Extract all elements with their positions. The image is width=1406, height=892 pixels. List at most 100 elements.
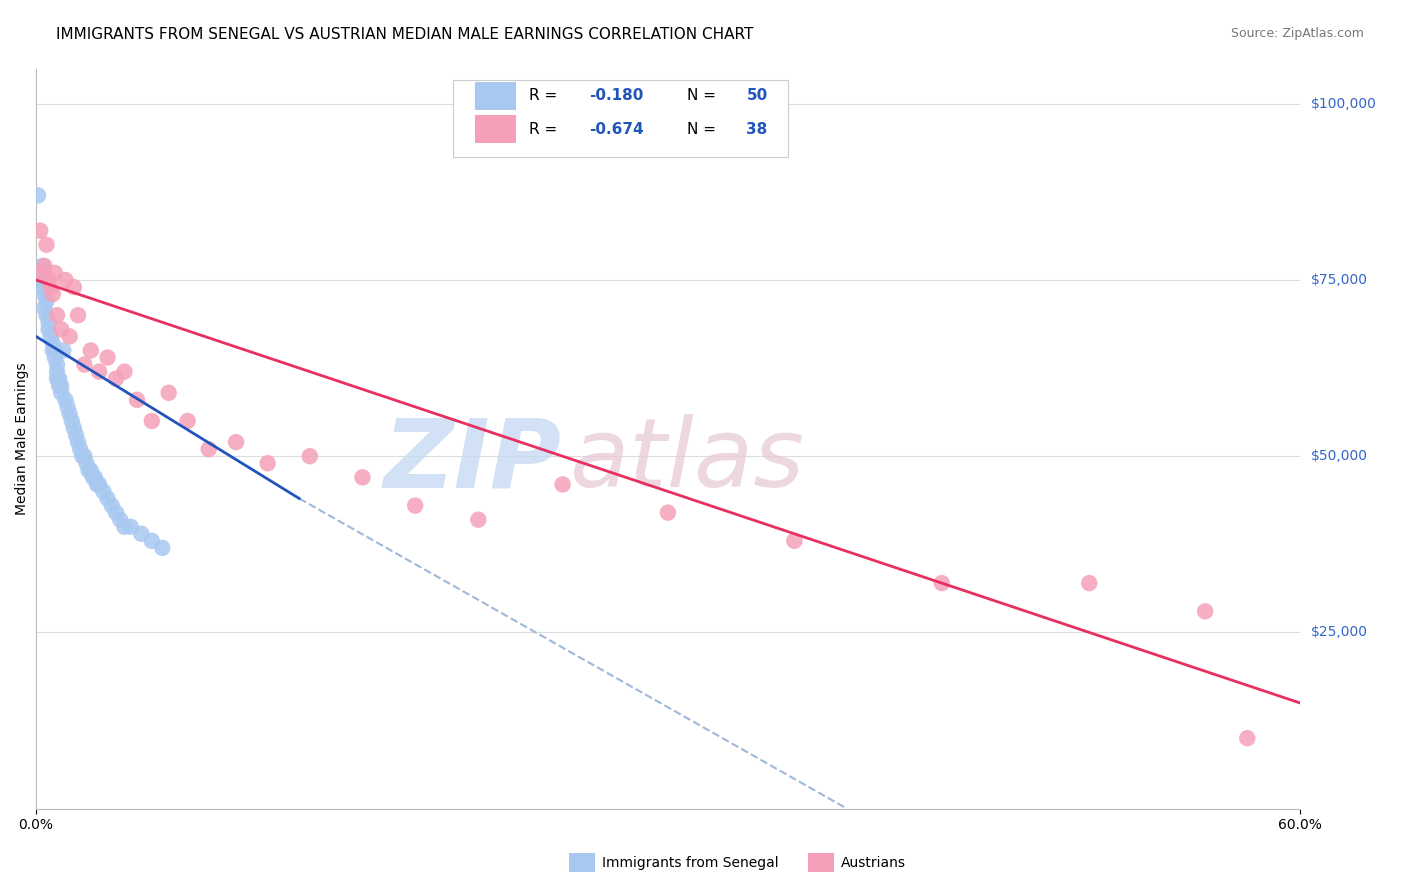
Point	[51, 378, 73, 392]
Point	[1194, 604, 1216, 618]
Point	[34, 259, 56, 273]
Point	[657, 506, 679, 520]
Point	[42, 336, 65, 351]
Point	[55, 392, 77, 407]
Point	[112, 365, 135, 379]
Point	[42, 343, 65, 358]
Point	[120, 519, 142, 533]
Point	[35, 237, 58, 252]
Point	[97, 491, 120, 506]
Point	[931, 576, 953, 591]
Point	[55, 273, 77, 287]
Point	[551, 477, 574, 491]
Point	[44, 266, 66, 280]
Y-axis label: Median Male Earnings: Median Male Earnings	[15, 362, 30, 515]
Point	[42, 287, 65, 301]
Text: ZIP: ZIP	[382, 414, 561, 508]
Point	[256, 456, 278, 470]
Point	[73, 358, 96, 372]
FancyBboxPatch shape	[453, 79, 787, 157]
Point	[59, 407, 82, 421]
Point	[105, 372, 128, 386]
Point	[141, 414, 163, 428]
Text: atlas: atlas	[569, 414, 804, 508]
Point	[31, 280, 53, 294]
Point	[150, 541, 173, 555]
Point	[60, 414, 83, 428]
Text: R =: R =	[529, 121, 562, 136]
Point	[105, 506, 128, 520]
Point	[30, 224, 52, 238]
Text: $50,000: $50,000	[1310, 450, 1368, 463]
Point	[31, 259, 53, 273]
Point	[467, 513, 489, 527]
Point	[56, 400, 79, 414]
Text: IMMIGRANTS FROM SENEGAL VS AUSTRIAN MEDIAN MALE EARNINGS CORRELATION CHART: IMMIGRANTS FROM SENEGAL VS AUSTRIAN MEDI…	[56, 27, 754, 42]
FancyBboxPatch shape	[475, 115, 516, 143]
Point	[129, 526, 152, 541]
Point	[59, 329, 82, 343]
Text: N =: N =	[688, 121, 721, 136]
Text: 50: 50	[747, 88, 768, 103]
Point	[1078, 576, 1101, 591]
Text: 38: 38	[747, 121, 768, 136]
Point	[63, 421, 86, 435]
Point	[69, 442, 91, 457]
Point	[46, 372, 69, 386]
Point	[52, 343, 75, 358]
Point	[298, 449, 321, 463]
Point	[86, 477, 108, 491]
Point	[67, 308, 90, 322]
Point	[76, 456, 98, 470]
Point	[27, 188, 49, 202]
Point	[82, 470, 104, 484]
Point	[1236, 731, 1258, 746]
Point	[225, 435, 247, 450]
Point	[352, 470, 374, 484]
Text: -0.674: -0.674	[589, 121, 644, 136]
Point	[97, 351, 120, 365]
Point	[51, 322, 73, 336]
Point	[44, 351, 66, 365]
Point	[65, 428, 87, 442]
Point	[141, 533, 163, 548]
Point	[30, 273, 52, 287]
Point	[48, 372, 70, 386]
Point	[51, 385, 73, 400]
FancyBboxPatch shape	[475, 82, 516, 110]
Point	[35, 294, 58, 309]
Point	[89, 477, 111, 491]
Text: -0.180: -0.180	[589, 88, 644, 103]
Point	[44, 343, 66, 358]
Point	[48, 378, 70, 392]
Point	[38, 273, 60, 287]
Point	[67, 435, 90, 450]
Point	[31, 266, 53, 280]
Text: $75,000: $75,000	[1310, 273, 1368, 287]
Point	[46, 358, 69, 372]
Point	[77, 463, 100, 477]
Point	[108, 513, 131, 527]
Point	[39, 280, 62, 294]
Point	[80, 463, 103, 477]
Point	[34, 287, 56, 301]
Point	[112, 519, 135, 533]
Point	[73, 449, 96, 463]
Point	[80, 343, 103, 358]
Point	[157, 385, 180, 400]
Point	[72, 449, 94, 463]
Point	[93, 484, 115, 499]
Point	[35, 308, 58, 322]
Point	[197, 442, 219, 457]
Point	[783, 533, 806, 548]
Text: R =: R =	[529, 88, 562, 103]
Point	[404, 499, 426, 513]
Text: Source: ZipAtlas.com: Source: ZipAtlas.com	[1230, 27, 1364, 40]
Point	[38, 315, 60, 329]
Point	[176, 414, 198, 428]
Point	[125, 392, 148, 407]
Point	[39, 329, 62, 343]
Point	[84, 470, 107, 484]
Text: N =: N =	[688, 88, 721, 103]
Text: $100,000: $100,000	[1310, 96, 1376, 111]
